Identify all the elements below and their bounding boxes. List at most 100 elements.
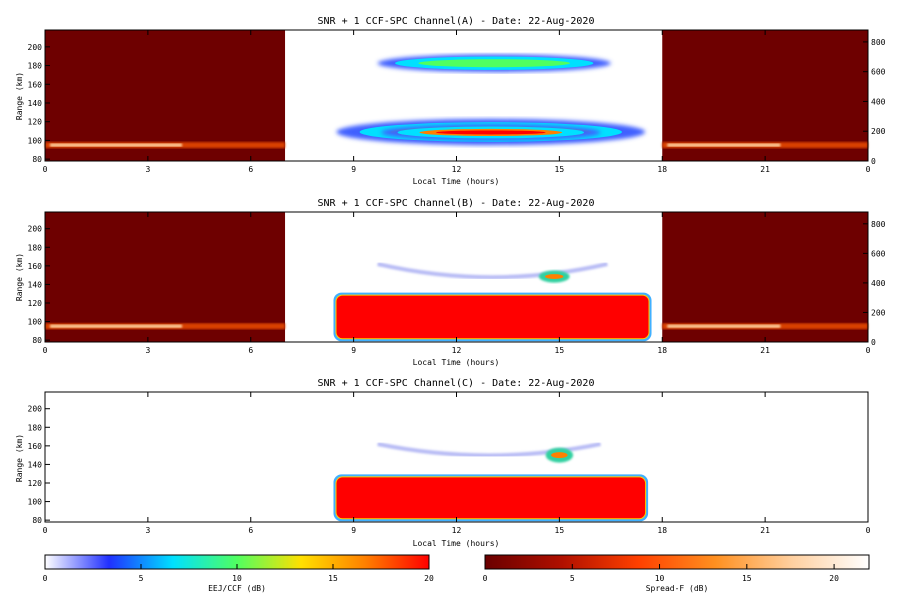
x-tick-label: 18 — [657, 165, 667, 174]
y-tick-label: 180 — [28, 243, 43, 252]
y-tick-label: 80 — [32, 155, 42, 164]
y-tick-label: 200 — [28, 225, 43, 234]
y2-tick-label: 0 — [871, 338, 876, 347]
x-tick-label: 6 — [248, 526, 253, 535]
x-tick-label: 6 — [248, 346, 253, 355]
feature-echo-arc — [377, 262, 608, 280]
y-tick-label: 100 — [28, 136, 43, 145]
x-tick-label: 15 — [555, 165, 565, 174]
y-tick-label: 160 — [28, 442, 43, 451]
x-tick-label: 0 — [43, 346, 48, 355]
x-tick-label: 3 — [145, 346, 150, 355]
colorbar-tick-label: 15 — [742, 574, 752, 583]
panel-b-plot: 0 3 6 9 12 15 18 21 0801001201401601802000200400… — [28, 211, 886, 355]
colorbar-spread-f-label: Spread-F (dB) — [646, 584, 709, 593]
y2-tick-label: 600 — [871, 68, 886, 77]
x-tick-label: 21 — [760, 346, 770, 355]
feature-eej-saturated — [336, 295, 649, 339]
panel-b-ylabel: Range (km) — [15, 253, 24, 301]
feature-ccf-upper-inner — [418, 59, 571, 68]
y-tick-label: 160 — [28, 262, 43, 271]
y-tick-label: 80 — [32, 336, 42, 345]
spread-f-trace-core — [667, 143, 781, 147]
x-tick-label: 3 — [145, 165, 150, 174]
y-tick-label: 140 — [28, 280, 43, 289]
y-tick-label: 100 — [28, 498, 43, 507]
y2-tick-label: 200 — [871, 127, 886, 136]
y-tick-label: 200 — [28, 43, 43, 52]
colorbar-spread-f-ticks: 0 5 10 15 20 — [483, 564, 839, 583]
y2-tick-label: 800 — [871, 38, 886, 47]
panel-b-xlabel: Local Time (hours) — [413, 358, 500, 367]
x-tick-label: 12 — [452, 165, 462, 174]
x-tick-label: 12 — [452, 346, 462, 355]
x-tick-label: 0 — [866, 526, 871, 535]
colorbar-eej-ticks: 0 5 10 15 20 — [43, 564, 434, 583]
y-tick-label: 200 — [28, 405, 43, 414]
panel-a-ylabel: Range (km) — [15, 72, 24, 120]
colorbar-tick-label: 20 — [424, 574, 434, 583]
feature-echo-patch — [551, 452, 568, 459]
y-tick-label: 180 — [28, 62, 43, 71]
y2-tick-label: 400 — [871, 97, 886, 106]
panel-a-plot: 0 3 6 9 12 15 18 21 0801001201401601802000200400… — [28, 29, 886, 174]
y-tick-label: 160 — [28, 80, 43, 89]
colorbar-tick-label: 0 — [43, 574, 48, 583]
colorbar-eej-label: EEJ/CCF (dB) — [208, 584, 266, 593]
colorbar-spread-f: 0 5 10 15 20 Spread-F (dB) — [483, 554, 870, 593]
x-tick-label: 9 — [351, 165, 356, 174]
spread-f-trace-core — [50, 324, 183, 328]
x-tick-label: 21 — [760, 165, 770, 174]
spread-f-block — [662, 212, 868, 342]
spread-f-block — [662, 30, 868, 161]
panel-a-title: SNR + 1 CCF-SPC Channel(A) - Date: 22-Au… — [318, 16, 595, 27]
colorbar-tick-label: 15 — [328, 574, 338, 583]
y2-tick-label: 400 — [871, 279, 886, 288]
colorbar-tick-label: 5 — [139, 574, 144, 583]
x-tick-label: 15 — [555, 526, 565, 535]
x-tick-label: 9 — [351, 346, 356, 355]
y2-tick-label: 200 — [871, 308, 886, 317]
x-tick-label: 18 — [657, 346, 667, 355]
x-tick-label: 0 — [866, 346, 871, 355]
colorbar-tick-label: 20 — [829, 574, 839, 583]
x-tick-label: 0 — [43, 165, 48, 174]
colorbar-tick-label: 0 — [483, 574, 488, 583]
colorbar-tick-label: 10 — [232, 574, 242, 583]
x-tick-label: 3 — [145, 526, 150, 535]
x-tick-label: 9 — [351, 526, 356, 535]
x-tick-label: 15 — [555, 346, 565, 355]
panel-c-title: SNR + 1 CCF-SPC Channel(C) - Date: 22-Au… — [318, 378, 595, 389]
spread-f-trace-core — [50, 143, 183, 147]
panel-c: SNR + 1 CCF-SPC Channel(C) - Date: 22-Au… — [15, 378, 871, 548]
panel-c-xlabel: Local Time (hours) — [413, 539, 500, 548]
y-tick-label: 140 — [28, 460, 43, 469]
feature-ccf-lower-core-core — [435, 130, 546, 135]
x-tick-label: 21 — [760, 526, 770, 535]
y-tick-label: 80 — [32, 516, 42, 525]
y2-tick-label: 0 — [871, 157, 876, 166]
spread-f-block — [45, 30, 286, 161]
feature-echo-patch — [544, 274, 564, 279]
x-tick-label: 0 — [866, 165, 871, 174]
colorbar-tick-label: 5 — [570, 574, 575, 583]
panel-c-ylabel: Range (km) — [15, 434, 24, 482]
y-tick-label: 120 — [28, 118, 43, 127]
y2-tick-label: 800 — [871, 220, 886, 229]
colorbar-tick-label: 10 — [655, 574, 665, 583]
panel-b: SNR + 1 CCF-SPC Channel(B) - Date: 22-Au… — [15, 198, 886, 367]
x-tick-label: 0 — [43, 526, 48, 535]
y-tick-label: 180 — [28, 423, 43, 432]
x-tick-label: 18 — [657, 526, 667, 535]
panel-b-title: SNR + 1 CCF-SPC Channel(B) - Date: 22-Au… — [318, 198, 595, 209]
y-tick-label: 120 — [28, 479, 43, 488]
y-tick-label: 120 — [28, 299, 43, 308]
feature-echo-arc — [377, 442, 601, 458]
y-tick-label: 140 — [28, 99, 43, 108]
x-tick-label: 6 — [248, 165, 253, 174]
colorbar-eej: 0 5 10 15 20 EEJ/CCF (dB) — [43, 554, 434, 593]
colorbar-spread-f-bar — [484, 554, 870, 570]
spread-f-block — [45, 212, 286, 342]
x-tick-label: 12 — [452, 526, 462, 535]
